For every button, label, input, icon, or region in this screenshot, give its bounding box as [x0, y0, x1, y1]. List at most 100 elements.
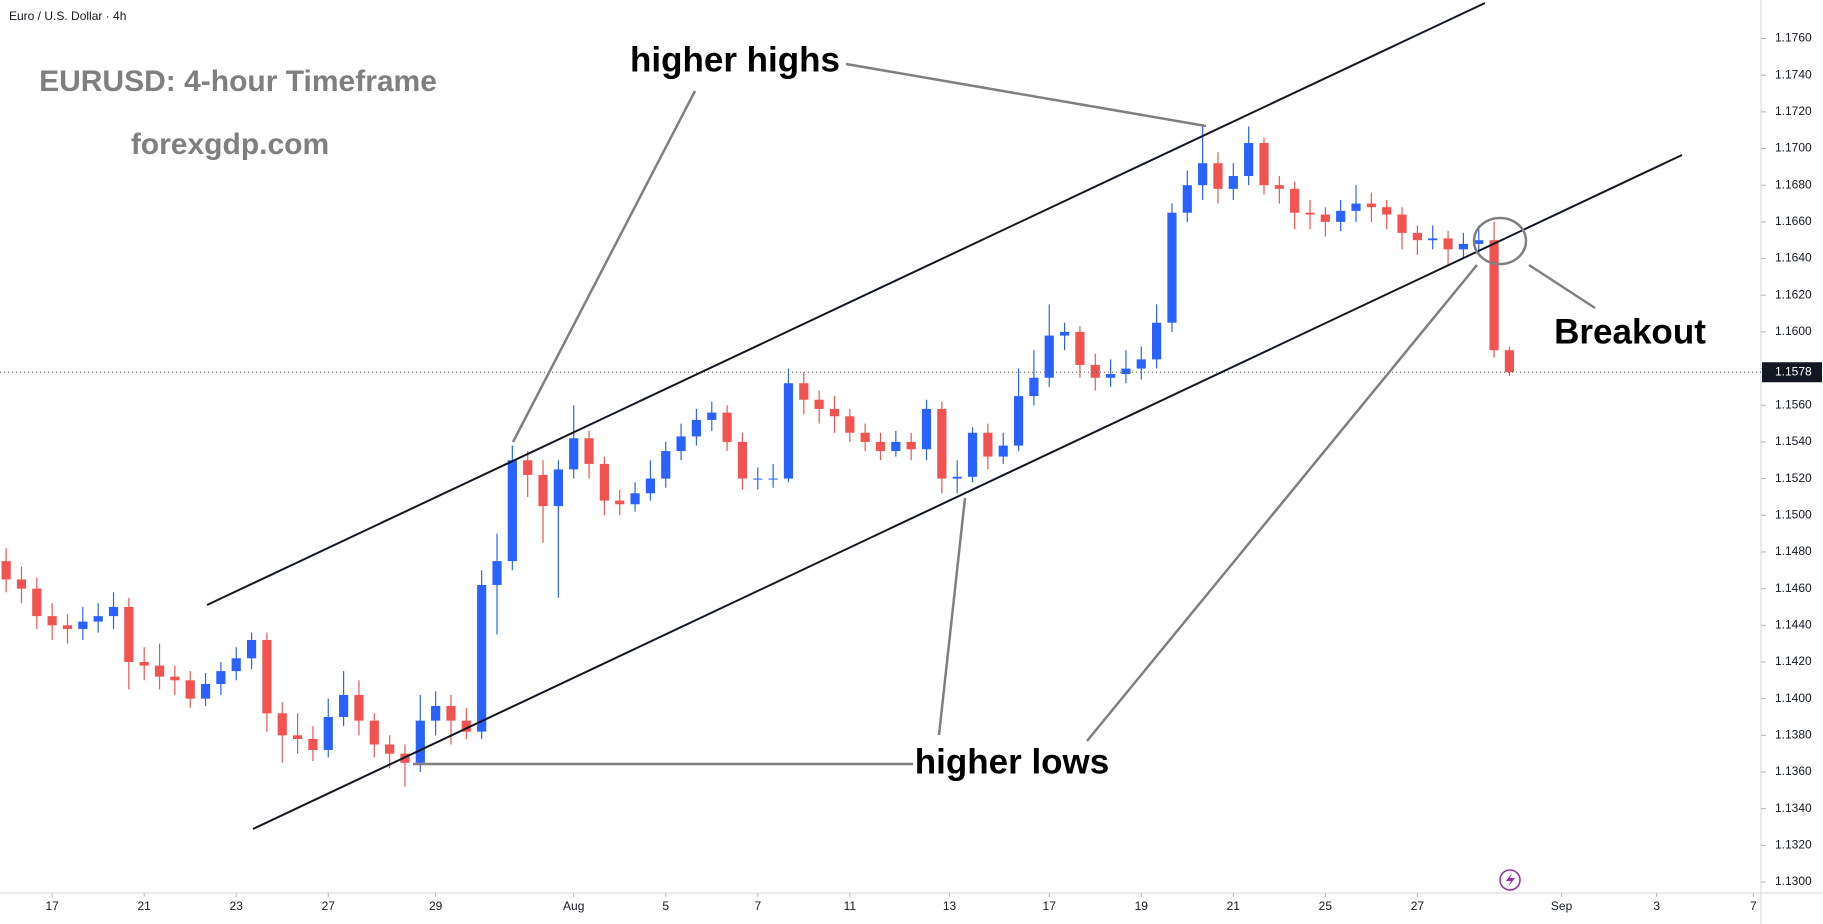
candle-body	[799, 383, 809, 400]
candle-body	[385, 744, 395, 754]
x-tick-label: 7	[1750, 899, 1757, 913]
candle-body	[1412, 232, 1422, 241]
candle-body	[1152, 322, 1162, 360]
candle-body	[875, 441, 886, 452]
candle-body	[1136, 359, 1146, 369]
candle-body	[507, 460, 517, 562]
candle-body	[1090, 364, 1100, 378]
y-tick-label: 1.1560	[1775, 397, 1812, 411]
last-price-box	[1762, 362, 1822, 383]
y-tick-label: 1.1720	[1775, 104, 1812, 118]
candle-body	[1428, 238, 1438, 241]
candle-body	[891, 441, 901, 452]
candles	[0, 126, 1761, 787]
candle-body	[139, 661, 149, 666]
candle-body	[691, 419, 702, 437]
candle-body	[1274, 185, 1284, 189]
candle-body	[967, 432, 978, 477]
candle-body	[47, 616, 57, 626]
candle-body	[369, 720, 379, 745]
y-tick-label: 1.1520	[1775, 471, 1812, 485]
candle-body	[553, 469, 563, 507]
y-tick-label: 1.1420	[1775, 654, 1812, 668]
candle-body	[1489, 240, 1499, 351]
pointer-line	[937, 497, 967, 736]
candle-body	[246, 639, 257, 659]
y-tick-label: 1.1380	[1775, 727, 1812, 741]
pointer-line	[511, 90, 697, 443]
y-tick-label: 1.1500	[1775, 507, 1812, 521]
candle-body	[645, 478, 656, 494]
candle-body	[477, 584, 487, 732]
candle-body	[492, 561, 502, 585]
upper-channel-line	[206, 2, 1486, 606]
x-tick-label: 17	[1043, 899, 1057, 913]
candle-body	[523, 460, 533, 475]
candle-body	[1213, 163, 1223, 189]
candle-body	[124, 606, 134, 662]
candle-body	[783, 383, 794, 479]
x-tick-label: 7	[754, 899, 761, 913]
x-tick-label: 5	[662, 899, 669, 913]
candle-body	[1320, 214, 1330, 222]
event-icon[interactable]	[1499, 869, 1521, 891]
candle-body	[1198, 163, 1208, 186]
candle-body	[170, 676, 180, 681]
y-tick-label: 1.1620	[1775, 287, 1812, 301]
candle-body	[1305, 212, 1315, 215]
candle-body	[277, 713, 287, 736]
candle-body	[1336, 210, 1346, 222]
candle-body	[676, 436, 686, 452]
candle-body	[185, 680, 195, 699]
lower-channel-line	[252, 154, 1683, 830]
candle-body	[538, 474, 548, 507]
y-tick-label: 1.1460	[1775, 581, 1812, 595]
candle-body	[998, 445, 1008, 457]
x-tick-label: 19	[1135, 899, 1149, 913]
candle-body	[661, 451, 671, 479]
candle-body	[1458, 243, 1469, 250]
x-tick-label: 3	[1653, 899, 1660, 913]
candle-body	[906, 441, 916, 450]
annotation: higher lows	[915, 742, 1109, 781]
y-tick-label: 1.1400	[1775, 691, 1812, 705]
x-tick-label: 29	[429, 899, 443, 913]
candle-body	[768, 478, 778, 480]
candle-body	[1244, 143, 1254, 177]
candle-body	[722, 412, 732, 442]
x-tick-label: 23	[230, 899, 244, 913]
last-price-label: 1.1578	[1775, 364, 1812, 378]
x-tick-label: 27	[322, 899, 336, 913]
candle-body	[1167, 212, 1177, 323]
chart-title: EURUSD: 4-hour Timeframe	[39, 65, 437, 98]
x-tick-label: 27	[1411, 899, 1425, 913]
x-tick-label: 21	[1227, 899, 1241, 913]
candle-body	[93, 616, 103, 622]
candle-body	[1121, 368, 1131, 375]
candle-body	[921, 408, 932, 450]
candle-body	[1182, 185, 1192, 213]
y-tick-label: 1.1640	[1775, 251, 1812, 265]
candle-body	[937, 408, 947, 479]
pointer-line	[1528, 263, 1596, 310]
candle-body	[1382, 207, 1392, 215]
candle-body	[1105, 374, 1116, 378]
candle-body	[707, 412, 717, 420]
candle-body	[615, 500, 625, 505]
x-tick-label: 11	[844, 899, 857, 913]
candle-body	[431, 705, 441, 721]
candle-body	[323, 716, 333, 750]
candle-body	[62, 625, 73, 629]
candle-body	[1366, 203, 1376, 208]
candle-body	[308, 738, 318, 750]
x-tick-label: Aug	[563, 899, 584, 913]
candle-body	[599, 463, 609, 501]
candle-body	[829, 408, 840, 417]
x-tick-label: 17	[45, 899, 59, 913]
candle-body	[753, 478, 763, 480]
y-tick-label: 1.1740	[1775, 67, 1812, 81]
y-tick-label: 1.1540	[1775, 434, 1812, 448]
candle-body	[952, 476, 962, 479]
